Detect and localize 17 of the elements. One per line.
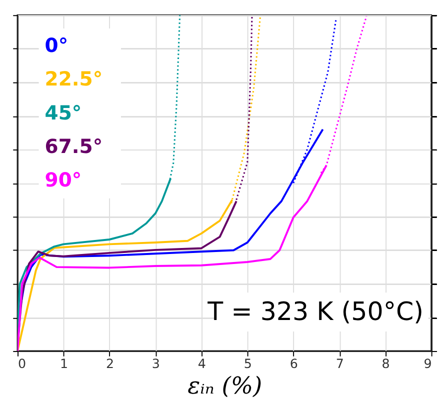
x-tick-label: 5 <box>244 356 252 372</box>
text: 0° <box>44 34 68 58</box>
x-axis-title: εᵢₙ (%) <box>188 371 262 400</box>
text: 90° <box>44 168 82 192</box>
x-tick-label: 3 <box>152 356 160 372</box>
text: 67.5° <box>44 134 103 158</box>
x-tick-label: 0 <box>18 356 26 372</box>
x-tick-label: 2 <box>106 356 114 372</box>
x-tick-label: 8 <box>382 356 390 372</box>
x-tick-label: 6 <box>290 356 298 372</box>
x-tick-label: 1 <box>60 356 68 372</box>
annotation: T = 323 K (50°C) <box>206 296 424 326</box>
x-tick-label: 7 <box>336 356 344 372</box>
text: 45° <box>44 101 82 124</box>
text: 22.5° <box>44 68 103 91</box>
x-tick-label: 9 <box>424 356 432 372</box>
x-tick-label: 4 <box>198 356 206 372</box>
